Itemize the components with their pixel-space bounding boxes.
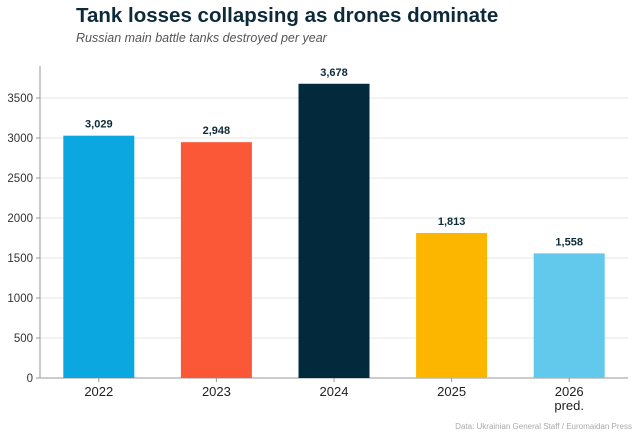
y-tick-label-0: 0 [27, 373, 33, 385]
y-tick-label-2500: 2500 [7, 173, 33, 185]
value-label-2023: 2,948 [203, 125, 231, 137]
y-tick-label-1000: 1000 [7, 293, 33, 305]
x-tick-label-2024: 2024 [320, 384, 349, 399]
x-tick-label-2022: 2022 [84, 384, 113, 399]
chart-subtitle: Russian main battle tanks destroyed per … [76, 31, 327, 45]
x-tick-label-2025: 2025 [437, 384, 466, 399]
bar-2025 [416, 232, 488, 378]
bar-2023 [180, 142, 252, 378]
bar-2022 [63, 135, 135, 378]
value-label-2025: 1,813 [438, 216, 466, 228]
chart-title: Tank losses collapsing as drones dominat… [76, 4, 499, 27]
y-tick-label-2000: 2000 [7, 213, 33, 225]
bar-2026 [533, 253, 605, 378]
y-tick-label-1500: 1500 [7, 253, 33, 265]
y-tick-label-3000: 3000 [7, 133, 33, 145]
x-tick-label-2026: 2026 [555, 384, 584, 399]
value-label-2026: 1,558 [555, 236, 583, 248]
y-tick-label-500: 500 [14, 333, 33, 345]
value-label-2022: 3,029 [85, 119, 113, 131]
y-tick-label-3500: 3500 [7, 93, 33, 105]
x-tick-sublabel-2026: pred. [554, 398, 584, 413]
value-label-2024: 3,678 [320, 67, 348, 79]
bar-2024 [298, 83, 370, 378]
source-note: Data: Ukrainian General Staff / Euromaid… [455, 422, 632, 431]
x-tick-label-2023: 2023 [202, 384, 231, 399]
